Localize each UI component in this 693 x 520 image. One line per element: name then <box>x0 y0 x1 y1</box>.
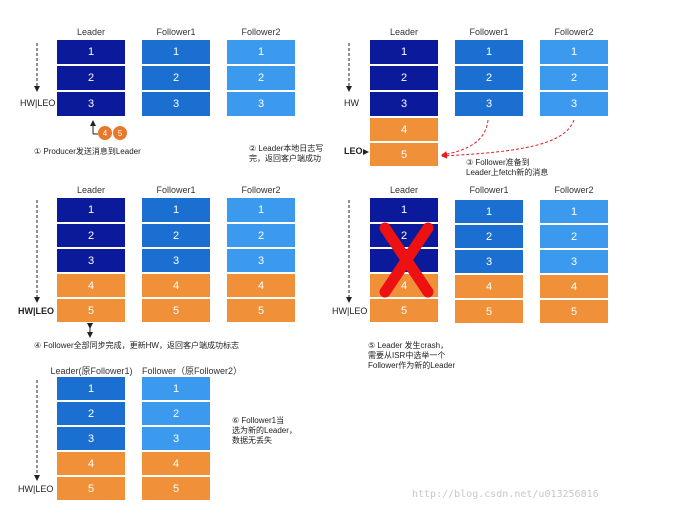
p5-leader-msg-1: 1 <box>369 197 439 223</box>
p1-leader-header: Leader <box>76 27 106 37</box>
p6-note-line3: 数据无丢失 <box>232 436 272 445</box>
p5-follower2-header: Follower2 <box>554 185 594 195</box>
p1-f1-msg-1: 1 <box>141 39 211 65</box>
p6-leader-msg-3: 3 <box>56 426 126 451</box>
p2-leader-msg-4: 4 <box>369 117 439 142</box>
p1-f2-msg-2: 2 <box>226 65 296 91</box>
p5-leader-msg-5: 5 <box>369 298 439 323</box>
p4-leader-msg-3: 3 <box>56 248 126 273</box>
p3-note-line1: ③ Follower准备到 <box>466 158 530 167</box>
p2-leader-msg-1: 1 <box>369 39 439 65</box>
p4-f2-msg-4: 4 <box>226 273 296 298</box>
p1-follower1-header: Follower1 <box>156 27 196 37</box>
p4-note: ④ Follower全部同步完成，更新HW，返回客户端成功标志 <box>34 341 239 350</box>
p2-hw-label: HW <box>344 98 359 108</box>
p2-f1-msg-3: 3 <box>454 91 524 117</box>
p5-f1-msg-4: 4 <box>454 274 524 299</box>
crash-x-line-2 <box>379 222 434 298</box>
p5-f2-msg-2: 2 <box>539 224 609 249</box>
p4-f1-msg-3: 3 <box>141 248 211 273</box>
p6-leader-header: Leader(原Follower1) <box>50 366 133 376</box>
p5-note-line2: 需要从ISR中选举一个 <box>368 351 446 360</box>
p1-bubble-5: 5 <box>113 126 127 140</box>
p5-f1-msg-1: 1 <box>454 199 524 224</box>
p5-f2-msg-1: 1 <box>539 199 609 224</box>
p3-note-line2: Leader上fetch新的消息 <box>466 168 549 177</box>
p4-follower2-header: Follower2 <box>241 185 281 195</box>
p6-follower-msg-4: 4 <box>141 451 211 476</box>
p6-follower-msg-1: 1 <box>141 376 211 401</box>
p4-leader-msg-5: 5 <box>56 298 126 323</box>
p2-leader-msg-5: 5 <box>369 142 439 167</box>
p2-note-line2: 完，返回客户端成功 <box>249 154 321 163</box>
watermark: http://blog.csdn.net/u013256816 <box>412 489 599 500</box>
p3-fetch-arrow-f2 <box>441 119 575 159</box>
p4-f2-msg-3: 3 <box>226 248 296 273</box>
p3-fetch-arrow-f1 <box>441 119 489 158</box>
p1-leader-msg-1: 1 <box>56 39 126 65</box>
p4-leader-msg-2: 2 <box>56 223 126 248</box>
p6-note-line2: 选为新的Leader， <box>232 426 297 435</box>
p4-leader-msg-1: 1 <box>56 197 126 223</box>
p1-leader-msg-3: 3 <box>56 91 126 117</box>
p4-f1-msg-1: 1 <box>141 197 211 223</box>
p6-follower-msg-5: 5 <box>141 476 211 501</box>
p2-follower2-header: Follower2 <box>554 27 594 37</box>
p1-f2-msg-3: 3 <box>226 91 296 117</box>
p4-f1-msg-4: 4 <box>141 273 211 298</box>
p6-follower-msg-2: 2 <box>141 401 211 426</box>
p5-note-line3: Follower作为新的Leader <box>368 361 456 370</box>
p1-note: ① Producer发送消息到Leader <box>34 147 141 156</box>
p5-f2-msg-4: 4 <box>539 274 609 299</box>
p2-leo-label: LEO <box>344 146 363 156</box>
p1-f1-msg-3: 3 <box>141 91 211 117</box>
p4-f1-msg-2: 2 <box>141 223 211 248</box>
p2-leader-msg-2: 2 <box>369 65 439 91</box>
p4-leader-msg-4: 4 <box>56 273 126 298</box>
p5-leader-header: Leader <box>389 185 419 195</box>
p1-hwleo-label: HW|LEO <box>20 98 56 108</box>
p1-bubble-4: 4 <box>98 126 112 140</box>
p1-f2-msg-1: 1 <box>226 39 296 65</box>
p4-f2-msg-1: 1 <box>226 197 296 223</box>
p6-note-line1: ⑥ Follower1当 <box>232 416 285 425</box>
p1-leader-msg-2: 2 <box>56 65 126 91</box>
p1-f1-msg-2: 2 <box>141 65 211 91</box>
p4-f1-msg-5: 5 <box>141 298 211 323</box>
p4-follower1-header: Follower1 <box>156 185 196 195</box>
p5-hwleo-label: HW|LEO <box>332 306 368 316</box>
p6-follower-msg-3: 3 <box>141 426 211 451</box>
p5-f2-msg-3: 3 <box>539 249 609 274</box>
p6-leader-msg-5: 5 <box>56 476 126 501</box>
p2-f1-msg-2: 2 <box>454 65 524 91</box>
p6-follower-header: Follower（原Follower2） <box>141 366 243 376</box>
p1-follower2-header: Follower2 <box>241 27 281 37</box>
p6-hwleo-label: HW|LEO <box>18 484 54 494</box>
p5-f1-msg-3: 3 <box>454 249 524 274</box>
p2-f2-msg-3: 3 <box>539 91 609 117</box>
p6-leader-msg-1: 1 <box>56 376 126 401</box>
p2-note-line1: ② Leader本地日志写 <box>249 144 324 153</box>
p2-leader-msg-3: 3 <box>369 91 439 117</box>
p4-f2-msg-5: 5 <box>226 298 296 323</box>
p5-follower1-header: Follower1 <box>469 185 509 195</box>
p5-note-line1: ⑤ Leader 发生crash， <box>368 341 449 350</box>
p5-f2-msg-5: 5 <box>539 299 609 324</box>
p2-follower1-header: Follower1 <box>469 27 509 37</box>
p5-f1-msg-5: 5 <box>454 299 524 324</box>
p4-f2-msg-2: 2 <box>226 223 296 248</box>
p4-hwleo-label: HW|LEO <box>18 306 55 316</box>
p6-leader-msg-4: 4 <box>56 451 126 476</box>
p4-leader-header: Leader <box>76 185 106 195</box>
p2-f2-msg-2: 2 <box>539 65 609 91</box>
p2-f2-msg-1: 1 <box>539 39 609 65</box>
p5-f1-msg-2: 2 <box>454 224 524 249</box>
p2-leader-header: Leader <box>389 27 419 37</box>
p6-leader-msg-2: 2 <box>56 401 126 426</box>
p2-f1-msg-1: 1 <box>454 39 524 65</box>
